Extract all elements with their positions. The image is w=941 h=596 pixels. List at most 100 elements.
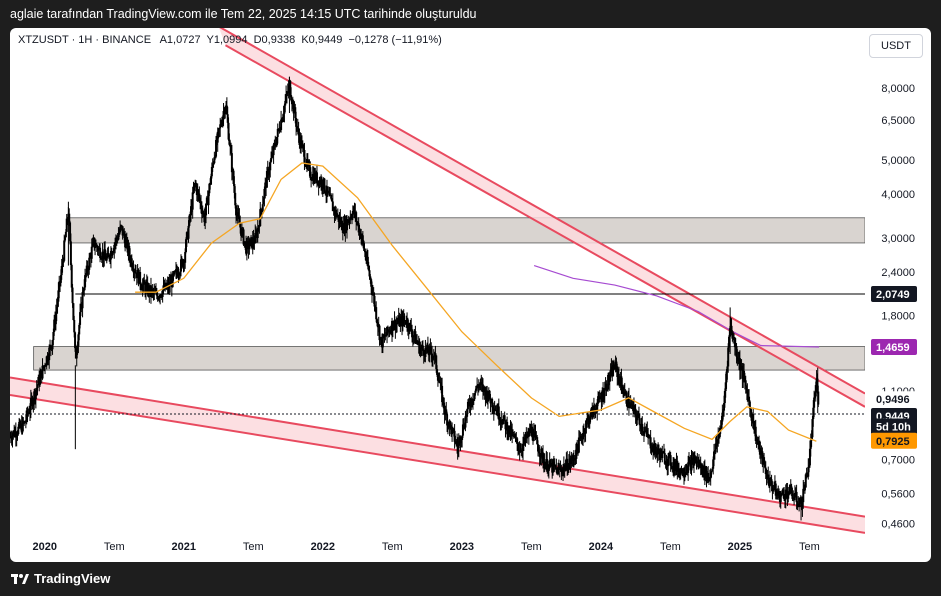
candle-body — [537, 451, 540, 454]
candle-body — [441, 385, 444, 403]
candle-body — [609, 369, 612, 378]
x-tick-label: 2022 — [311, 541, 335, 553]
x-tick-label: 2025 — [728, 541, 752, 553]
candle-body — [434, 353, 437, 356]
candle-body — [605, 383, 608, 391]
candle-body — [621, 384, 624, 393]
candle-body — [212, 163, 215, 165]
candle-body — [128, 245, 131, 256]
candle-body — [664, 463, 667, 465]
candle-body — [294, 107, 297, 119]
candle-body — [278, 128, 281, 132]
candle-body — [773, 488, 776, 490]
x-tick-label: Tem — [660, 541, 681, 553]
candle-body — [305, 165, 308, 167]
candle-body — [430, 347, 433, 354]
price-chart[interactable]: 8,0000 6,5000 5,0000 4,0000 3,0000 2,4000 1,80… — [10, 28, 931, 562]
candle-body — [541, 448, 544, 453]
candle-body — [564, 465, 567, 471]
candle-body — [758, 441, 761, 455]
candle-body — [401, 316, 404, 327]
candle-body — [237, 212, 240, 217]
candle-body — [361, 235, 364, 242]
candle-body — [424, 347, 427, 357]
candle-body — [349, 216, 352, 221]
candle-body — [813, 396, 816, 398]
candle-body — [81, 291, 84, 309]
candle-body — [370, 279, 373, 287]
candle-body — [270, 153, 273, 159]
candle-body — [270, 158, 273, 162]
candle-body — [55, 307, 58, 313]
moving-average-line — [135, 162, 817, 442]
candle-body — [713, 451, 716, 460]
candle-body — [215, 139, 218, 157]
candle-body — [638, 418, 641, 426]
candle-body — [251, 237, 254, 248]
candle-body — [112, 251, 115, 253]
candle-body — [240, 229, 243, 236]
currency-button[interactable]: USDT — [869, 34, 923, 58]
candle-body — [506, 421, 509, 435]
candle-body — [457, 441, 460, 449]
candle-body — [216, 131, 219, 143]
candle-body — [46, 356, 49, 362]
tradingview-logo-icon — [11, 574, 29, 584]
candle-body — [229, 144, 232, 147]
candle-body — [488, 390, 491, 399]
candle-body — [788, 484, 791, 495]
candle-body — [58, 281, 61, 291]
candle-body — [123, 232, 126, 238]
candle-body — [566, 458, 569, 472]
candle-body — [69, 222, 72, 242]
footer-brand[interactable]: TradingView — [34, 571, 111, 586]
candle-body — [118, 232, 121, 235]
candle-body — [445, 409, 448, 415]
candle-body — [115, 237, 118, 239]
candle-body — [491, 398, 494, 408]
candle-body — [320, 179, 323, 188]
candle-body — [608, 377, 611, 382]
candle-body — [728, 336, 731, 348]
candle-body — [262, 198, 265, 205]
candle-body — [111, 252, 114, 256]
candle-body — [634, 408, 637, 416]
candle-body — [245, 241, 248, 254]
candle-body — [791, 493, 794, 499]
candle-body — [47, 360, 50, 362]
candle-body — [745, 386, 748, 390]
candle-body — [117, 234, 120, 240]
candle-body — [307, 165, 310, 167]
candle-body — [776, 491, 779, 494]
candle-body — [17, 426, 20, 435]
candle-body — [84, 275, 87, 288]
candle-body — [348, 220, 351, 222]
candle-body — [466, 409, 469, 417]
y-tick-label: 8,0000 — [881, 83, 915, 95]
candle-body — [78, 324, 81, 335]
candle-body — [220, 124, 223, 126]
candle-body — [289, 80, 292, 96]
candle-body — [347, 220, 350, 223]
candle-body — [576, 443, 579, 448]
candle-body — [708, 478, 711, 480]
candle-body — [408, 323, 411, 332]
candle-body — [48, 347, 51, 361]
candle-body — [300, 137, 303, 148]
candle-body — [213, 157, 216, 164]
candle-body — [617, 373, 620, 379]
candle-body — [345, 219, 348, 231]
candle-body — [121, 226, 124, 236]
candle-body — [366, 256, 369, 267]
chart-panel[interactable]: 8,0000 6,5000 5,0000 4,0000 3,0000 2,4000 1,80… — [10, 28, 931, 562]
candle-body — [647, 433, 650, 438]
lower-channel-inner-line — [10, 393, 865, 534]
candle-body — [239, 223, 242, 228]
candle-body — [630, 403, 633, 405]
candle-body — [97, 247, 100, 251]
candle-body — [282, 113, 285, 118]
candle-body — [422, 349, 425, 356]
candle-body — [284, 100, 287, 106]
candle-body — [514, 435, 517, 439]
candle-body — [26, 410, 29, 415]
